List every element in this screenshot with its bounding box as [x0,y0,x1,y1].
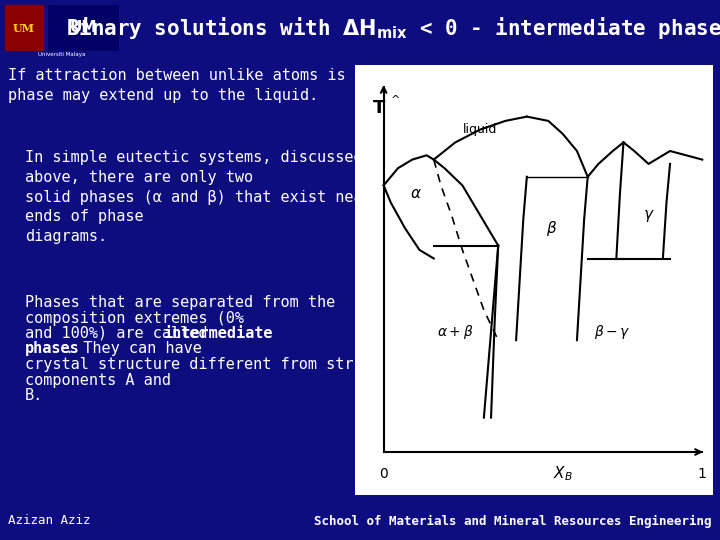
Text: ^: ^ [391,95,400,105]
Text: UM: UM [69,21,96,36]
Text: T: T [373,99,385,117]
Text: Universiti Malaya: Universiti Malaya [38,52,86,57]
Text: If attraction between unlike atoms is very strong, the ordered
phase may extend : If attraction between unlike atoms is ve… [8,68,574,103]
Text: B.: B. [25,388,43,403]
Text: components A and: components A and [25,373,171,388]
Text: $\beta$: $\beta$ [546,219,557,238]
Text: phases: phases [25,341,80,356]
Text: School of Materials and Mineral Resources Engineering: School of Materials and Mineral Resource… [315,515,712,528]
Text: . They can have: . They can have [65,341,202,356]
Text: liquid: liquid [463,123,498,136]
Text: and 100%) are called: and 100%) are called [25,326,217,341]
Text: $\gamma$: $\gamma$ [643,207,654,224]
Bar [5,5,43,50]
Text: intermediate: intermediate [163,326,273,341]
Text: Binary solutions with $\mathbf{\Delta H_{mix}}$ < 0 - intermediate phases: Binary solutions with $\mathbf{\Delta H_… [66,15,720,41]
Bar [0,0,125,55]
Text: Phases that are separated from the: Phases that are separated from the [25,295,336,310]
Text: UM: UM [13,23,35,33]
Text: $\alpha$: $\alpha$ [410,186,422,201]
Text: composition extremes (0%: composition extremes (0% [25,310,244,326]
Bar [0,0,720,55]
Bar [0,502,720,540]
Text: $\alpha+\beta$: $\alpha+\beta$ [437,322,474,341]
Text: crystal structure different from structures of: crystal structure different from structu… [25,357,445,372]
Text: $X_B$: $X_B$ [553,464,572,483]
Text: 1: 1 [698,467,707,481]
Text: 0: 0 [379,467,388,481]
Text: Azizan Aziz: Azizan Aziz [8,515,91,528]
Text: In simple eutectic systems, discussed
above, there are only two
solid phases (α : In simple eutectic systems, discussed ab… [25,150,408,244]
Text: $\beta-\gamma$: $\beta-\gamma$ [595,322,631,341]
Bar [48,5,118,50]
